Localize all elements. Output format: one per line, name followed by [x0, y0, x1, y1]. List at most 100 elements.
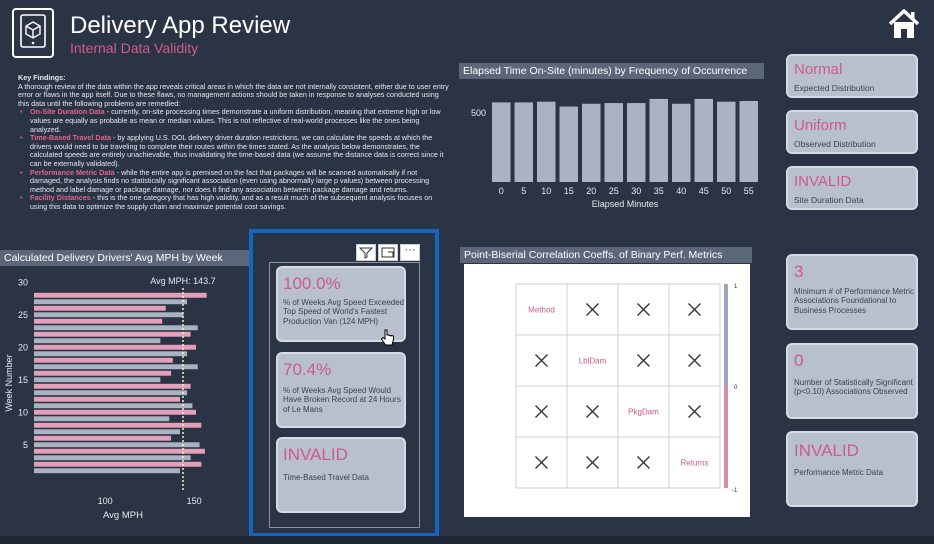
playback-bar[interactable]	[0, 536, 934, 544]
key-findings: Key Findings: A thorough review of the d…	[18, 73, 450, 212]
x-tick-label: 15	[564, 186, 574, 196]
bar	[739, 101, 758, 182]
matrix-label: Method	[528, 306, 555, 315]
scale-bottom-label: -1	[732, 488, 738, 494]
bar	[34, 403, 193, 409]
x-mark-icon	[688, 303, 701, 316]
finding-head: Time-Based Travel Data	[30, 133, 111, 143]
finding-item: Performance Metric Data - while the enti…	[18, 167, 450, 195]
bar	[717, 101, 736, 182]
bar	[604, 103, 623, 182]
y-tick-label: 25	[18, 310, 28, 320]
card-value: 3	[794, 262, 804, 281]
x-mark-icon	[535, 405, 548, 418]
tablet-box-icon	[20, 14, 46, 48]
card-label: Time-Based Travel Data	[283, 473, 369, 482]
filter-button[interactable]	[356, 244, 376, 261]
y-axis-label: Week Number	[4, 354, 14, 411]
kpi-value: Normal	[794, 61, 843, 78]
bar	[34, 461, 202, 467]
matrix-cell	[668, 436, 721, 489]
x-tick-label: 25	[609, 186, 619, 196]
bar	[34, 331, 191, 337]
card-min-associations: 3 Minimum # of Performance Metric Associ…	[786, 254, 918, 330]
x-tick-label: 30	[631, 186, 641, 196]
x-tick-label: 45	[699, 186, 709, 196]
selected-visual-highlight	[249, 229, 439, 537]
finding-head: Performance Metric Data	[30, 167, 115, 177]
bar	[34, 429, 180, 435]
corr-matrix: Method LblDam PkgDam Returns 1 0 -1	[515, 283, 738, 494]
bar	[627, 103, 646, 182]
x-tick-label: 150	[187, 496, 202, 506]
kpi-value: INVALID	[794, 173, 852, 190]
x-tick-label: 35	[654, 186, 664, 196]
bar	[649, 98, 668, 182]
card-value: INVALID	[283, 445, 348, 464]
finding-text: - currently, on-site processing times de…	[30, 107, 441, 134]
bar	[34, 292, 207, 298]
bar	[34, 299, 188, 305]
page-subtitle: Internal Data Validity	[70, 40, 199, 56]
finding-head: Facility Distances	[30, 193, 91, 203]
x-mark-icon	[535, 354, 548, 367]
app-logo	[12, 8, 54, 58]
card-travel-data: INVALID Time-Based Travel Data	[276, 437, 406, 513]
bar	[34, 312, 184, 318]
bar	[34, 338, 161, 344]
x-mark-icon	[586, 303, 599, 316]
bar	[34, 344, 196, 350]
focus-mode-button[interactable]	[378, 244, 398, 261]
matrix-label: LblDam	[579, 357, 607, 366]
y-tick-label: 10	[18, 407, 28, 417]
matrix-label: Returns	[680, 459, 708, 468]
bar	[582, 103, 601, 182]
finding-item: On-Site Duration Data - currently, on-si…	[18, 108, 450, 134]
card-observed-associations: 0 Number of Statistically Significant (p…	[786, 343, 918, 419]
matrix-label: PkgDam	[628, 408, 659, 417]
x-tick-label: 40	[676, 186, 686, 196]
bar	[34, 377, 161, 383]
y-tick-label: 15	[18, 375, 28, 385]
kpi-value: Uniform	[794, 117, 847, 134]
mph-chart-title: Calculated Delivery Drivers' Avg MPH by …	[0, 250, 250, 266]
finding-text: - by applying U.S. DOL delivery driver d…	[30, 133, 444, 168]
bar	[34, 435, 172, 441]
home-button[interactable]	[886, 8, 922, 40]
y-tick-label: 500	[471, 108, 486, 118]
visual-container[interactable]	[269, 262, 420, 528]
home-icon	[888, 9, 920, 38]
elapsed-chart-title: Elapsed Time On-Site (minutes) by Freque…	[459, 63, 764, 79]
corr-chart-panel: Method LblDam PkgDam Returns 1 0 -1	[464, 264, 750, 517]
bar	[34, 325, 198, 331]
more-options-button[interactable]: ···	[400, 244, 420, 261]
bar	[34, 305, 166, 311]
kpi-label: Expected Distribution	[794, 83, 875, 93]
bar	[34, 351, 188, 357]
finding-text: - while the entire app is premised on th…	[30, 167, 430, 194]
scale-mid-label: 0	[734, 385, 738, 391]
finding-item: Time-Based Travel Data - by applying U.S…	[18, 133, 450, 168]
bar	[34, 390, 188, 396]
card-top-speed: 100.0% % of Weeks Avg Speed Exceeded Top…	[276, 266, 406, 342]
bar	[34, 455, 191, 461]
card-value: 0	[794, 351, 804, 370]
bar	[34, 364, 198, 370]
x-mark-icon	[586, 405, 599, 418]
scale-top-label: 1	[734, 284, 738, 290]
x-tick-label: 10	[541, 186, 551, 196]
y-tick-label: 30	[18, 277, 28, 287]
x-mark-icon	[688, 405, 701, 418]
bar	[34, 370, 172, 376]
avg-mph-label: Avg MPH: 143.7	[150, 276, 215, 286]
bar	[537, 101, 556, 182]
card-value: 70.4%	[283, 360, 332, 379]
x-mark-icon	[637, 456, 650, 469]
card-value: 100.0%	[283, 274, 341, 293]
scale-positive	[724, 284, 728, 386]
x-mark-icon	[586, 456, 599, 469]
bar	[34, 442, 200, 448]
corr-chart-title: Point-Biserial Correlation Coeffs. of Bi…	[460, 247, 752, 263]
x-mark-icon	[637, 303, 650, 316]
filter-icon	[358, 247, 374, 259]
